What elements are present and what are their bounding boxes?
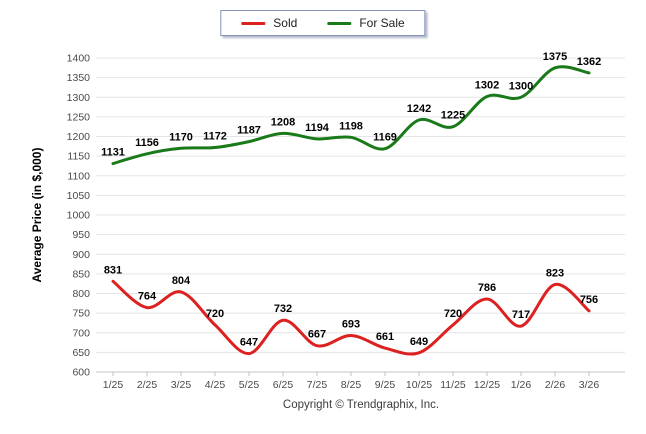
x-tick-label: 7/25	[307, 379, 328, 391]
sold-line-swatch	[241, 21, 266, 25]
y-axis-title: Average Price (in $,000)	[30, 147, 44, 283]
data-label: 1362	[577, 56, 601, 68]
y-tick-label: 1000	[67, 210, 91, 222]
data-label: 1302	[475, 79, 499, 91]
data-label: 831	[104, 264, 122, 276]
data-label: 1300	[509, 80, 533, 92]
data-label: 717	[512, 309, 530, 321]
data-label: 823	[546, 267, 564, 279]
data-label: 1170	[169, 131, 193, 143]
x-tick-label: 1/26	[511, 379, 532, 391]
y-tick-label: 1400	[67, 53, 91, 65]
x-tick-label: 6/25	[273, 379, 294, 391]
data-label: 1194	[305, 122, 330, 134]
sold-line	[111, 279, 591, 356]
legend-label-sold: Sold	[273, 16, 298, 30]
data-label: 661	[376, 331, 394, 343]
y-tick-label: 850	[72, 268, 90, 280]
data-label: 1198	[339, 120, 363, 132]
data-label: 1131	[101, 147, 125, 159]
data-label: 1375	[543, 51, 567, 63]
data-label: 720	[444, 308, 462, 320]
data-label: 720	[206, 308, 224, 320]
data-label: 1169	[373, 132, 397, 144]
y-tick-label: 900	[72, 249, 90, 261]
data-label: 1187	[237, 125, 261, 137]
y-tick-label: 1250	[67, 111, 91, 123]
legend-item-sold: Sold	[241, 16, 297, 30]
data-label: 764	[138, 291, 157, 303]
x-tick-label: 10/25	[406, 379, 432, 391]
for-sale-line	[111, 65, 591, 166]
y-tick-label: 1350	[67, 72, 91, 84]
legend: Sold For Sale	[220, 10, 426, 36]
data-label: 786	[478, 282, 496, 294]
x-tick-label: 12/25	[474, 379, 500, 391]
y-tick-label: 650	[72, 347, 90, 359]
y-tick-label: 750	[72, 308, 90, 320]
data-label: 693	[342, 318, 360, 330]
for-sale-line-swatch	[327, 21, 352, 25]
data-label: 1208	[271, 116, 295, 128]
x-tick-label: 11/25	[440, 379, 466, 391]
data-label: 732	[274, 303, 292, 315]
data-label: 804	[172, 275, 191, 287]
x-tick-label: 3/26	[579, 379, 600, 391]
data-label: 756	[580, 294, 598, 306]
data-label: 1156	[135, 137, 159, 149]
legend-item-for-sale: For Sale	[327, 16, 405, 30]
x-tick-label: 2/26	[545, 379, 566, 391]
y-tick-label: 800	[72, 288, 90, 300]
data-label: 1242	[407, 103, 431, 115]
x-tick-label: 3/25	[171, 379, 192, 391]
legend-label-for-sale: For Sale	[359, 16, 405, 30]
x-tick-label: 1/25	[103, 379, 124, 391]
y-tick-label: 950	[72, 229, 90, 241]
y-tick-label: 600	[72, 367, 90, 379]
copyright-text: Copyright © Trendgraphix, Inc.	[282, 399, 440, 411]
data-label: 1172	[203, 130, 227, 142]
x-tick-label: 8/25	[341, 379, 362, 391]
x-tick-label: 2/25	[137, 379, 158, 391]
y-tick-label: 1050	[67, 190, 91, 202]
y-tick-label: 1200	[67, 131, 91, 143]
x-tick-label: 4/25	[205, 379, 226, 391]
x-tick-label: 9/25	[375, 379, 396, 391]
data-label: 647	[240, 337, 258, 349]
x-tick-label: 5/25	[239, 379, 260, 391]
data-label: 649	[410, 336, 428, 348]
y-tick-label: 700	[72, 327, 90, 339]
data-label: 1225	[441, 110, 465, 122]
y-tick-label: 1100	[67, 170, 90, 182]
y-tick-label: 1300	[67, 92, 91, 104]
y-tick-label: 1150	[67, 151, 90, 163]
data-label: 667	[308, 329, 326, 341]
